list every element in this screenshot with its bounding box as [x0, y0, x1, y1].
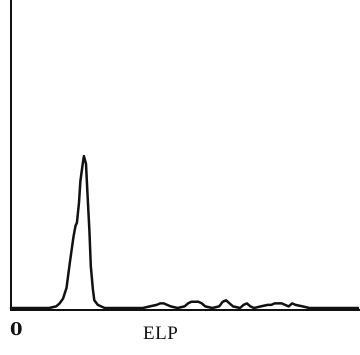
x-tick-label: 0	[10, 319, 23, 340]
series-line	[9, 154, 360, 310]
x-axis-label: ELP	[143, 323, 179, 344]
